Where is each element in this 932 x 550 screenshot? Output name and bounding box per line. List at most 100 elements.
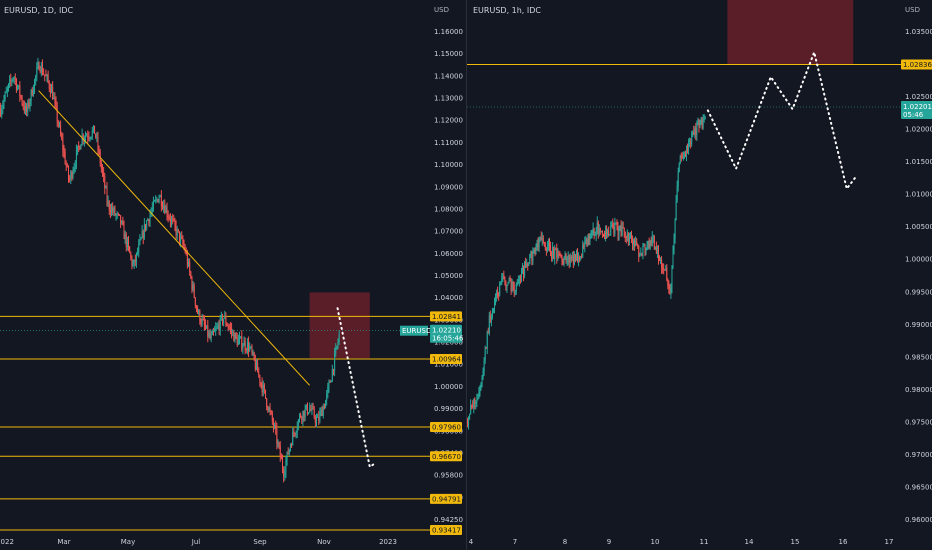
candle-body (695, 128, 697, 135)
candle-body (507, 282, 509, 286)
candle-body (44, 74, 46, 76)
candle-body (534, 250, 536, 253)
candle-body (502, 276, 504, 278)
candle-body (19, 85, 21, 96)
level-price-tag (430, 493, 462, 504)
candle-body (280, 457, 282, 460)
daily-chart-panel[interactable]: 1.16000 1.15000 1.14000 1.13000 1.12000 1.110… (0, 0, 466, 550)
candle-body (183, 244, 185, 248)
candle-body (257, 362, 259, 373)
candle-body (49, 88, 51, 93)
candle-body (509, 280, 511, 282)
candle-body (284, 472, 286, 477)
level-price-label: 0.96670 (432, 453, 461, 461)
candle-body (147, 219, 149, 221)
candle-body (511, 281, 513, 292)
level-price-tag (430, 311, 462, 322)
candle-body (679, 156, 681, 163)
candle-body (189, 261, 191, 272)
candle-body (299, 415, 301, 420)
candle-body (275, 425, 277, 429)
candle-body (549, 242, 551, 246)
candle-body (271, 413, 273, 422)
candle-body (647, 240, 649, 246)
hourly-chart-panel[interactable]: 1.035001.030001.025001.020001.015001.010… (466, 0, 932, 550)
level-price-label: 1.02836 (903, 61, 932, 69)
candle-body (234, 333, 236, 342)
candle-body (83, 138, 85, 141)
y-tick-label: 1.07000 (434, 228, 463, 236)
candle-body (642, 245, 644, 256)
candle-body (236, 337, 238, 346)
x-tick-label: 8 (563, 538, 567, 546)
candle-body (684, 154, 686, 156)
candle-body (491, 309, 493, 317)
candle-body (675, 200, 677, 220)
candle-body (211, 331, 213, 335)
candle-body (78, 145, 80, 147)
candle-body (623, 227, 625, 232)
candle-body (233, 331, 235, 342)
hourly-currency-label: USD (905, 6, 920, 14)
candle-body (680, 156, 682, 158)
candle-body (573, 255, 575, 264)
candle-body (616, 223, 618, 226)
candle-body (651, 236, 653, 246)
candle-body (589, 237, 591, 241)
x-tick-label: 15 (791, 538, 800, 546)
candle-body (177, 229, 179, 232)
candle-body (486, 331, 488, 349)
candle-body (306, 404, 308, 414)
candle-body (693, 131, 695, 135)
candle-body (532, 251, 534, 261)
candle-body (312, 407, 314, 409)
y-tick-label: 1.06000 (434, 250, 463, 258)
candle-body (28, 102, 30, 107)
candle-body (686, 149, 688, 155)
candle-body (195, 305, 197, 309)
y-tick-label: 1.00000 (905, 256, 932, 264)
candle-body (218, 325, 220, 332)
candle-body (559, 254, 561, 256)
candle-body (510, 280, 512, 292)
candle-body (644, 245, 646, 253)
candle-body (566, 259, 568, 262)
candle-body (608, 230, 610, 235)
candle-body (120, 215, 122, 224)
candle-body (540, 237, 542, 240)
candle-body (537, 243, 539, 247)
candle-body (528, 263, 530, 266)
candle-body (682, 157, 684, 159)
candle-body (2, 104, 4, 110)
candle-body (327, 387, 329, 394)
candle-body (5, 91, 7, 93)
candle-body (546, 246, 548, 251)
hourly-chart-canvas[interactable]: 1.035001.030001.025001.020001.015001.010… (467, 0, 932, 550)
candle-body (535, 247, 537, 253)
candle-body (251, 346, 253, 353)
y-tick-label: 1.00500 (905, 223, 932, 231)
candle-body (564, 254, 566, 257)
candle-body (272, 421, 274, 427)
candle-body (681, 157, 683, 159)
candle-body (610, 226, 612, 235)
candle-body (37, 62, 39, 68)
x-tick-label: 4 (469, 538, 474, 546)
candle-body (51, 86, 53, 93)
candle-body (200, 322, 202, 324)
candle-body (641, 253, 643, 256)
candle-body (74, 164, 76, 167)
candle-body (503, 276, 505, 280)
daily-chart-canvas[interactable]: 1.16000 1.15000 1.14000 1.13000 1.12000 1.110… (0, 0, 466, 550)
candle-body (80, 144, 82, 150)
candle-body (508, 280, 510, 283)
candle-body (289, 445, 291, 450)
candle-body (604, 236, 606, 239)
current-price-tag (901, 101, 932, 120)
x-tick-label: 17 (885, 538, 894, 546)
candle-body (504, 279, 506, 282)
candle-body (317, 416, 319, 418)
candle-body (248, 342, 250, 351)
candle-body (156, 199, 158, 201)
candle-body (255, 362, 257, 370)
